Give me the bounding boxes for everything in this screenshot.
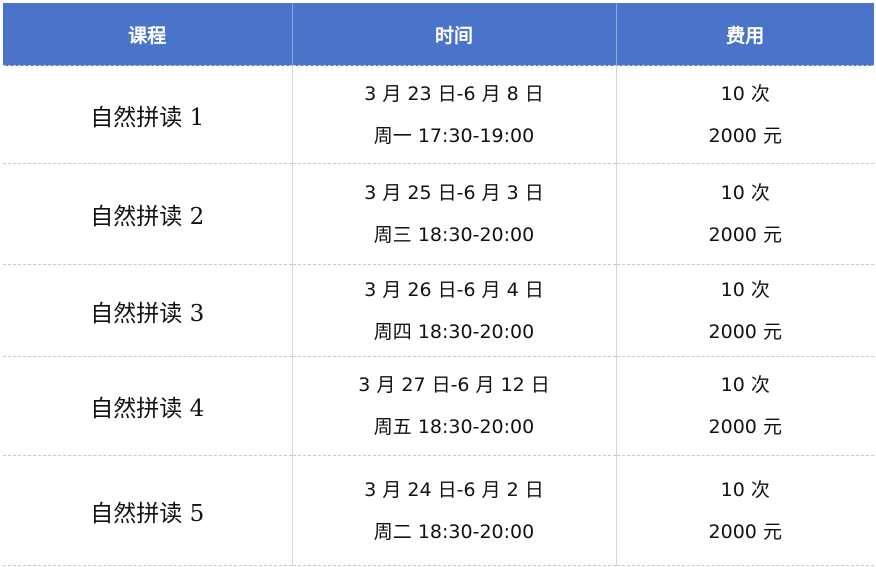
session-count: 10 次 <box>720 82 770 105</box>
course-name: 自然拼读 5 <box>3 455 293 566</box>
course-table: 课程 时间 费用 自然拼读 1 3 月 23 日-6 月 8 日周一 17:30… <box>3 3 874 566</box>
session-count: 10 次 <box>720 182 770 204</box>
weekly-schedule: 周三 18:30-20:00 <box>373 224 535 246</box>
header-fee: 费用 <box>616 3 874 66</box>
fee-cell: 10 次 2000 元 <box>616 65 874 164</box>
session-count: 10 次 <box>720 478 770 501</box>
date-range: 3 月 26 日-6 月 4 日 <box>364 278 544 301</box>
time-cell: 3 月 27 日-6 月 12 日周五 18:30-20:00 <box>292 356 617 456</box>
fee-cell: 10 次 2000 元 <box>616 356 874 456</box>
fee-cell: 10 次 2000 元 <box>616 455 874 566</box>
time-cell: 3 月 25 日-6 月 3 日周三 18:30-20:00 <box>292 163 617 265</box>
price: 2000 元 <box>708 320 782 343</box>
course-name: 自然拼读 4 <box>3 356 293 456</box>
date-range: 3 月 23 日-6 月 8 日 <box>364 82 544 105</box>
header-row: 课程 时间 费用 <box>3 3 874 66</box>
table-row: 自然拼读 1 3 月 23 日-6 月 8 日周一 17:30-19:00 10… <box>3 65 874 164</box>
date-range: 3 月 27 日-6 月 12 日 <box>358 374 550 396</box>
weekly-schedule: 周五 18:30-20:00 <box>373 416 535 438</box>
course-name: 自然拼读 3 <box>3 264 293 357</box>
fee-cell: 10 次 2000 元 <box>616 264 874 357</box>
weekly-schedule: 周四 18:30-20:00 <box>373 320 535 343</box>
table-row: 自然拼读 3 3 月 26 日-6 月 4 日周四 18:30-20:00 10… <box>3 264 874 357</box>
header-time: 时间 <box>292 3 617 66</box>
session-count: 10 次 <box>720 278 770 301</box>
course-name: 自然拼读 1 <box>3 65 293 164</box>
table-row: 自然拼读 4 3 月 27 日-6 月 12 日周五 18:30-20:00 1… <box>3 356 874 456</box>
weekly-schedule: 周一 17:30-19:00 <box>373 124 535 147</box>
price: 2000 元 <box>708 416 782 438</box>
time-cell: 3 月 24 日-6 月 2 日周二 18:30-20:00 <box>292 455 617 566</box>
fee-cell: 10 次 2000 元 <box>616 163 874 265</box>
time-cell: 3 月 26 日-6 月 4 日周四 18:30-20:00 <box>292 264 617 357</box>
price: 2000 元 <box>708 124 782 147</box>
table-row: 自然拼读 5 3 月 24 日-6 月 2 日周二 18:30-20:00 10… <box>3 455 874 566</box>
header-course: 课程 <box>3 3 293 66</box>
price: 2000 元 <box>708 224 782 246</box>
date-range: 3 月 24 日-6 月 2 日 <box>364 478 544 501</box>
table-row: 自然拼读 2 3 月 25 日-6 月 3 日周三 18:30-20:00 10… <box>3 163 874 265</box>
time-cell: 3 月 23 日-6 月 8 日周一 17:30-19:00 <box>292 65 617 164</box>
weekly-schedule: 周二 18:30-20:00 <box>373 520 535 543</box>
course-name: 自然拼读 2 <box>3 163 293 265</box>
date-range: 3 月 25 日-6 月 3 日 <box>364 182 544 204</box>
price: 2000 元 <box>708 520 782 543</box>
session-count: 10 次 <box>720 374 770 396</box>
